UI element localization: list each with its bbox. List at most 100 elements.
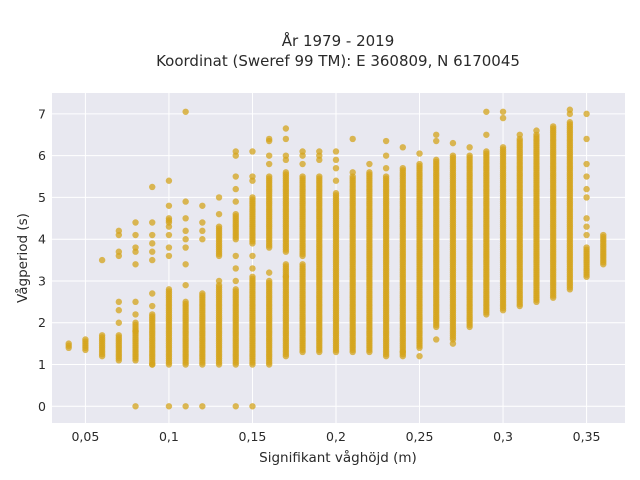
data-point [232, 286, 239, 293]
data-point [165, 231, 173, 239]
data-point [199, 219, 206, 226]
data-point [182, 298, 189, 306]
data-point [165, 244, 173, 251]
data-point [182, 281, 189, 289]
data-point [282, 125, 290, 132]
y-tick-label: 2 [38, 315, 46, 330]
data-point [182, 236, 189, 243]
data-point [232, 265, 239, 272]
data-point [299, 261, 306, 268]
data-point [466, 152, 473, 159]
x-tick-label: 0,15 [239, 429, 267, 444]
data-point [332, 190, 340, 197]
data-point [115, 298, 123, 306]
data-point [583, 244, 590, 251]
data-point [316, 173, 323, 180]
data-point [165, 403, 173, 410]
data-point [583, 194, 590, 201]
data-point [115, 332, 123, 339]
data-point [149, 290, 156, 297]
data-point [433, 336, 440, 343]
data-point [382, 173, 390, 180]
data-point [349, 169, 356, 176]
data-point [382, 137, 390, 145]
y-tick-label: 6 [38, 148, 46, 163]
data-point [583, 185, 590, 193]
data-point [265, 152, 273, 159]
chart-title-line2: Koordinat (Sweref 99 TM): E 360809, N 61… [156, 52, 520, 70]
data-point [265, 160, 273, 168]
y-tick-label: 5 [38, 190, 46, 205]
data-point [132, 311, 139, 318]
data-point [182, 108, 189, 115]
data-point [416, 160, 423, 168]
x-tick-label: 0,3 [493, 429, 513, 444]
data-point [299, 160, 306, 168]
data-point [449, 340, 457, 347]
x-tick-label: 0,05 [71, 429, 99, 444]
data-point [182, 198, 189, 205]
data-point [399, 164, 407, 172]
data-point [249, 265, 256, 272]
data-point [182, 227, 189, 235]
data-point [583, 223, 590, 230]
data-point [265, 173, 273, 180]
x-tick-label: 0,2 [326, 429, 346, 444]
data-point [366, 169, 373, 176]
data-point [332, 177, 340, 184]
data-point [165, 202, 173, 209]
data-point [583, 215, 590, 222]
data-point [98, 256, 106, 264]
data-point [332, 148, 340, 155]
data-point [583, 231, 590, 239]
data-point [132, 244, 139, 251]
data-point [149, 256, 156, 264]
data-point [149, 302, 156, 310]
data-point [165, 223, 173, 230]
y-axis-label: Vågperiod (s) [14, 213, 31, 303]
data-point [199, 236, 206, 243]
data-point [282, 273, 290, 280]
data-point [282, 152, 290, 159]
data-point [132, 261, 139, 268]
data-point [215, 223, 223, 230]
data-point [132, 327, 139, 335]
data-point [132, 298, 139, 306]
data-point [299, 148, 306, 155]
data-point [232, 198, 239, 205]
data-point [583, 110, 590, 118]
data-point [115, 248, 123, 255]
data-point [149, 231, 156, 239]
x-tick-label: 0,1 [159, 429, 179, 444]
data-point [182, 261, 189, 268]
data-point [549, 123, 557, 130]
data-point [483, 108, 490, 115]
data-point [232, 403, 239, 410]
data-point [199, 202, 206, 209]
y-tick-label: 3 [38, 273, 46, 288]
y-tick-label: 1 [38, 357, 46, 372]
data-point [265, 269, 273, 276]
data-point [199, 290, 206, 297]
x-tick-labels: 0,05 0,1 0,15 0,2 0,25 0,3 0,35 [71, 429, 600, 444]
data-point [232, 210, 239, 218]
data-point [165, 215, 173, 222]
data-point [249, 273, 256, 280]
data-point [316, 148, 323, 155]
data-point [199, 403, 206, 410]
data-point [149, 183, 156, 191]
data-point [149, 248, 156, 255]
data-point [466, 144, 473, 151]
data-point [332, 156, 340, 164]
data-point [583, 135, 590, 143]
data-point [499, 114, 507, 122]
data-point [449, 139, 457, 147]
data-point [65, 340, 72, 347]
data-point [265, 135, 273, 143]
data-point [199, 227, 206, 235]
data-point [399, 144, 407, 151]
data-point [215, 194, 223, 201]
data-point [433, 131, 440, 138]
